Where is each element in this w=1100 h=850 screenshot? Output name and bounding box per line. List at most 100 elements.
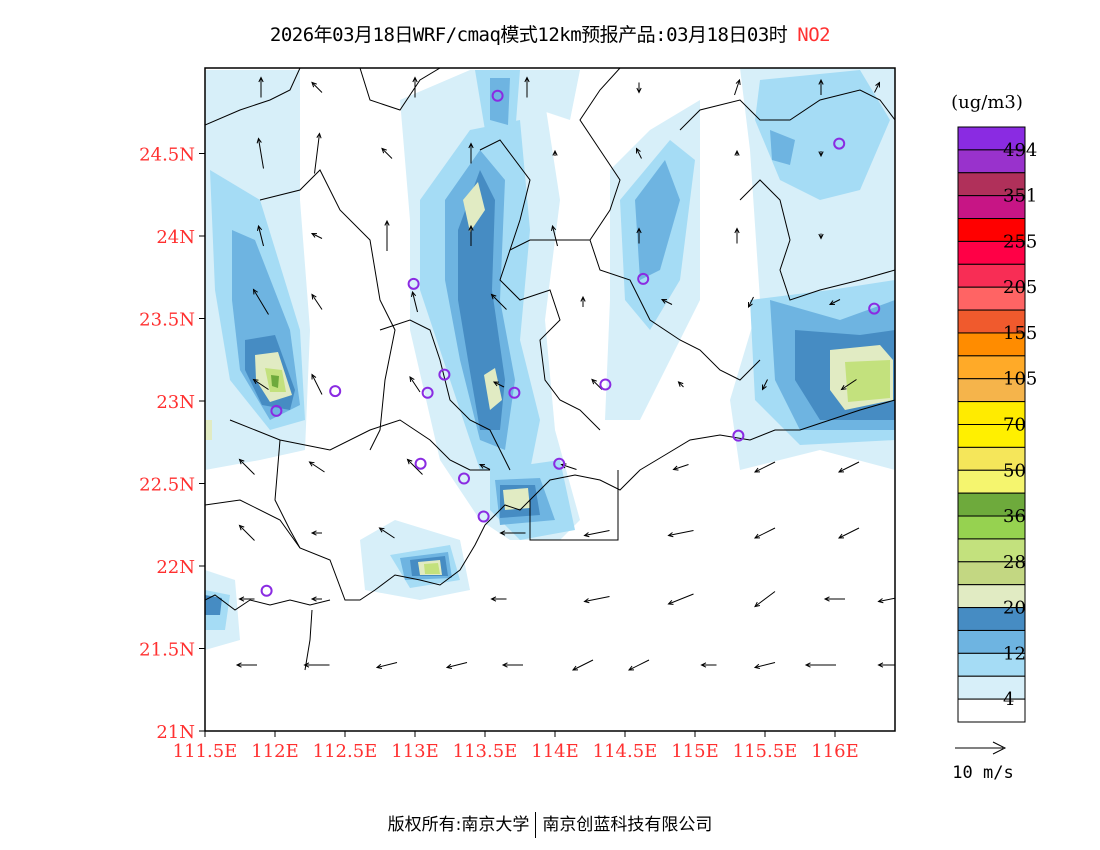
colorbar-label: 155 [1003,323,1037,344]
colorbar-label: 36 [1003,506,1026,527]
wind-arrow [877,597,895,604]
wind-arrow [238,596,255,602]
wind-arrow [468,224,474,246]
colorbar-label: 20 [1003,598,1026,619]
wind-arrow [378,527,395,539]
plot-frame [204,67,896,732]
wind-legend-label: 10 m/s [952,763,1013,783]
wind-arrow [235,662,257,668]
colorbar-unit: (ug/m3) [951,92,1023,113]
station-marker [421,386,434,399]
wind-arrow [818,78,824,95]
wind-arrow [837,527,860,539]
y-tick-label: 22N [156,557,195,578]
coastline-and-borders [205,68,895,671]
y-tick-label: 23.5N [139,310,195,331]
wind-arrow [384,219,390,251]
wind-arrow [636,82,642,94]
wind-arrow [406,458,423,475]
wind-arrow [747,296,754,309]
wind-arrow [524,76,530,98]
wind-arrow [468,142,474,164]
wind-arrow [804,662,836,668]
colorbar-label: 205 [1003,277,1037,298]
copyright-right: 南京创蓝科技有限公司 [542,815,713,835]
wind-arrow [490,596,507,602]
wind-arrow [700,662,717,668]
x-tick-label: 111.5E [173,741,238,762]
wind-arrow [583,596,610,604]
wind-arrow [734,149,740,156]
wind-arrow [499,530,526,536]
wind-arrow [238,458,255,475]
wind-arrow [877,662,895,668]
wind-arrow [635,147,642,159]
x-tick-label: 114.5E [593,741,658,762]
wind-arrow [410,290,418,313]
wind-arrow [580,295,586,307]
wind-arrow [308,461,325,473]
station-marker [868,302,881,315]
station-marker [553,457,566,470]
wind-arrow [409,376,421,393]
wind-arrow [550,224,558,247]
y-axis: 21N 21.5N 22N 22.5N 23N 23.5N 24N 24.5N [139,145,205,743]
wind-arrow [256,137,264,169]
wind-arrow [677,381,684,388]
wind-arrow [753,461,776,473]
wind-arrow [252,378,269,390]
wind-arrow [252,288,269,315]
colorbar-label: 105 [1003,369,1037,390]
x-tick-label: 115.5E [733,741,798,762]
wind-arrow [552,149,558,156]
species-label: NO2 [797,24,831,46]
station-marker [477,510,490,523]
wind-arrow [823,596,845,602]
wind-arrow [375,662,398,670]
copyright-left: 版权所有:南京大学 [387,815,530,835]
wind-arrow [258,76,264,98]
wind-arrow [381,147,393,159]
colorbar-label: 70 [1003,415,1026,436]
station-marker [491,89,504,102]
colorbar-label: 494 [1003,140,1037,161]
copyright-footer: 版权所有:南京大学 南京创蓝科技有限公司 [0,810,1100,838]
wind-arrow [840,379,857,391]
wind-arrow [660,298,673,305]
wind-arrow [591,378,603,390]
wind-arrow [314,132,322,174]
station-marker [438,368,451,381]
x-tick-label: 113E [391,741,439,762]
divider [535,812,537,838]
wind-arrow [667,530,694,538]
wind-arrow [627,659,650,671]
colorbar: 494 351 255 205 155 105 70 50 36 28 20 12 4 [957,126,1037,723]
y-tick-label: 21.5N [139,640,195,661]
wind-arrow [753,527,776,539]
wind-arrow [571,659,594,671]
wind-arrow [492,381,505,388]
wind-arrow [753,662,776,670]
station-marker [407,277,420,290]
concentration-field [205,68,895,671]
wind-arrow [478,463,491,470]
wind-arrow [754,591,776,608]
wind-arrow [490,293,507,310]
wind-arrow [303,662,330,668]
y-tick-label: 23N [156,392,195,413]
colorbar-swatch [957,698,1026,723]
arrow-icon [992,741,1007,755]
wind-arrow [734,78,741,96]
station-marker [270,404,283,417]
x-tick-label: 115E [671,741,719,762]
station-marker [508,386,521,399]
y-tick-label: 21N [156,722,195,743]
wind-arrow [310,530,322,536]
wind-arrow [837,461,860,473]
x-tick-label: 114E [531,741,579,762]
station-marker [732,429,745,442]
wind-arrow [238,524,255,541]
station-marker [458,472,470,485]
colorbar-label: 255 [1003,231,1037,252]
